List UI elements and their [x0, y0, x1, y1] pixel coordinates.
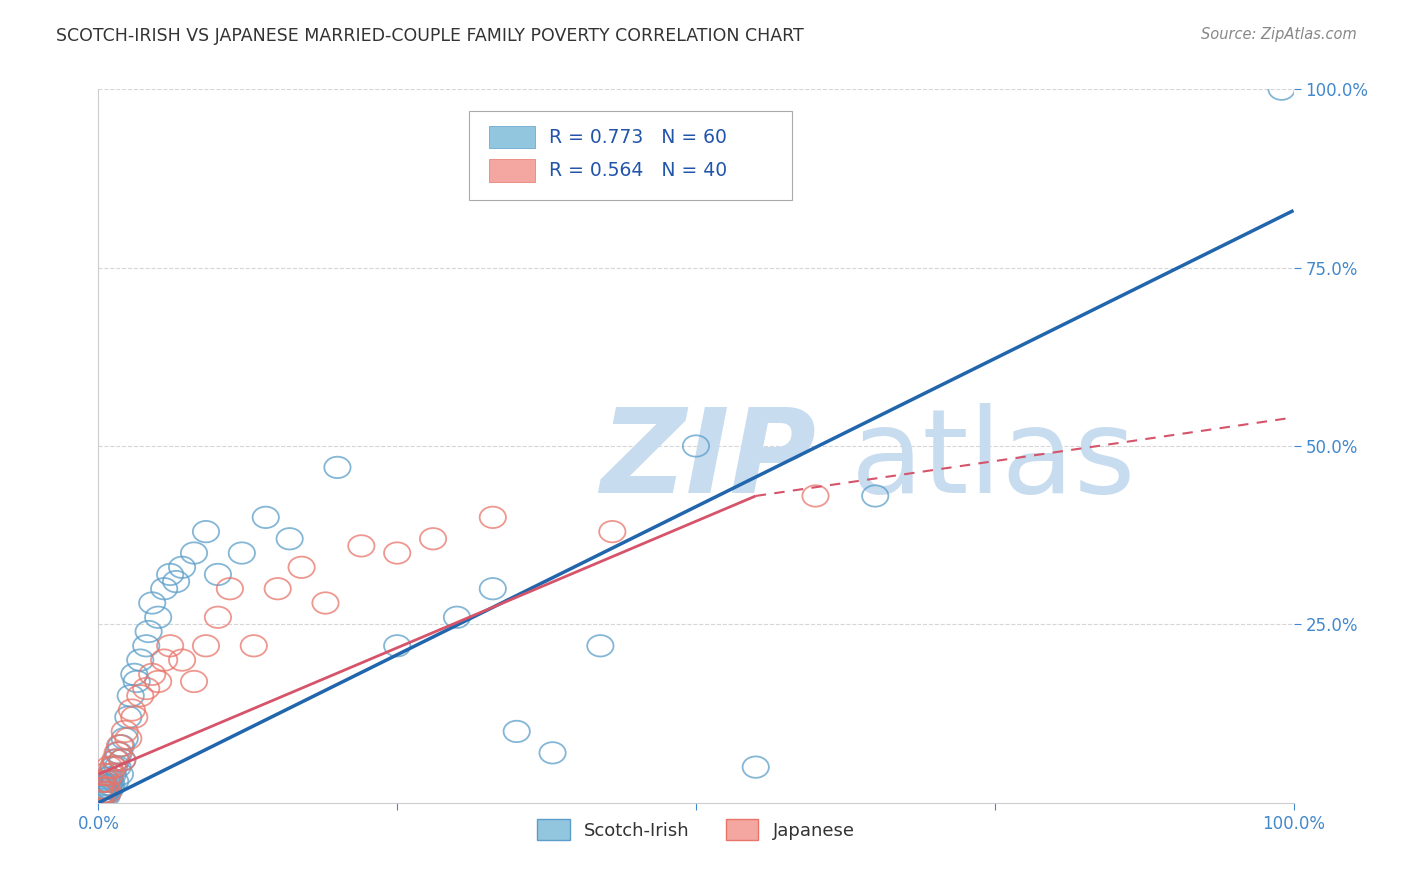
Text: atlas: atlas [852, 403, 1136, 517]
Legend: Scotch-Irish, Japanese: Scotch-Irish, Japanese [530, 812, 862, 847]
Text: R = 0.773   N = 60: R = 0.773 N = 60 [548, 128, 727, 146]
Bar [489, 159, 534, 182]
Text: Source: ZipAtlas.com: Source: ZipAtlas.com [1201, 27, 1357, 42]
Text: ZIP: ZIP [600, 403, 817, 517]
Bar [489, 126, 534, 148]
FancyBboxPatch shape [470, 111, 792, 200]
Text: SCOTCH-IRISH VS JAPANESE MARRIED-COUPLE FAMILY POVERTY CORRELATION CHART: SCOTCH-IRISH VS JAPANESE MARRIED-COUPLE … [56, 27, 804, 45]
Text: R = 0.564   N = 40: R = 0.564 N = 40 [548, 161, 727, 180]
